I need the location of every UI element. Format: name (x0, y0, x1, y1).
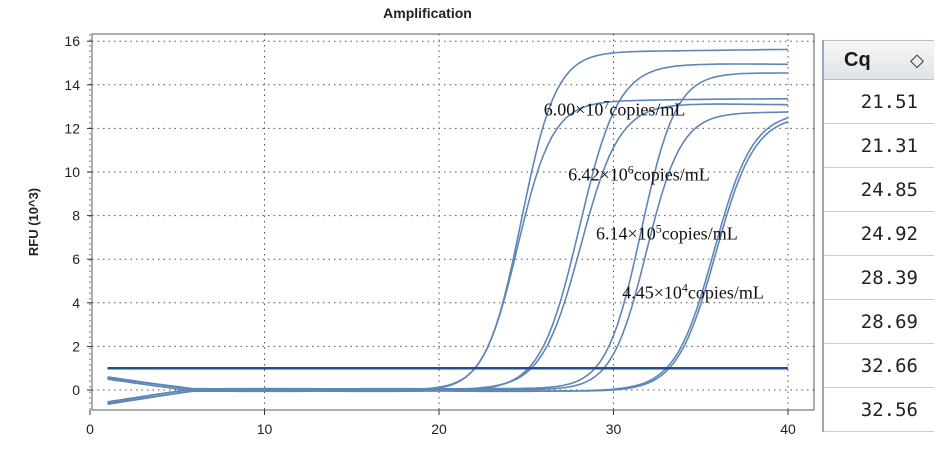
y-tick-label: 4 (72, 295, 80, 311)
y-tick-label: 8 (72, 208, 80, 224)
cq-column-header[interactable]: Cq ◇ (824, 40, 934, 80)
y-tick-label: 0 (72, 382, 80, 398)
concentration-label: 6.00×107copies/mL (544, 97, 686, 119)
cq-cell[interactable]: 21.31 (824, 124, 934, 168)
cq-rows: 21.51 21.31 24.85 24.92 28.39 28.69 32.66 32.56 (824, 80, 934, 432)
x-tick-label: 20 (431, 421, 447, 437)
x-tick-label: 0 (86, 421, 94, 437)
sort-diamond-icon[interactable]: ◇ (910, 49, 924, 70)
x-tick-label: 10 (257, 421, 273, 437)
chart-title: Amplification (383, 5, 472, 21)
y-tick-label: 2 (72, 338, 80, 354)
x-tick-label: 40 (780, 421, 796, 437)
concentration-label: 4.45×104copies/mL (622, 280, 764, 302)
cq-cell[interactable]: 28.39 (824, 256, 934, 300)
cq-cell[interactable]: 24.85 (824, 168, 934, 212)
cq-cell[interactable]: 32.66 (824, 344, 934, 388)
concentration-label: 6.42×106copies/mL (568, 163, 710, 185)
cq-cell[interactable]: 24.92 (824, 212, 934, 256)
amplification-curve (107, 117, 789, 403)
cq-cell[interactable]: 32.56 (824, 388, 934, 432)
plot-frame (91, 33, 815, 411)
amplification-curve (107, 111, 788, 406)
amplification-chart: 0 10 20 30 40 0 2 4 6 8 10 12 14 16 RFU (10^3) 6.00×107… (26, 33, 815, 437)
y-tick-label: 12 (64, 120, 80, 136)
concentration-label: 6.14×105copies/mL (596, 222, 738, 244)
y-tick-label: 16 (64, 33, 80, 49)
cq-header-label: Cq (844, 48, 871, 71)
y-axis-label: RFU (10^3) (26, 188, 41, 256)
cq-cell[interactable]: 21.51 (824, 80, 934, 124)
x-tick-label: 30 (606, 421, 622, 437)
y-tick-label: 14 (64, 77, 80, 93)
cq-cell[interactable]: 28.69 (824, 300, 934, 344)
y-tick-label: 10 (64, 164, 80, 180)
cq-table: Cq ◇ 21.51 21.31 24.85 24.92 28.39 28.69 32.66… (822, 40, 934, 432)
y-tick-label: 6 (72, 251, 80, 267)
